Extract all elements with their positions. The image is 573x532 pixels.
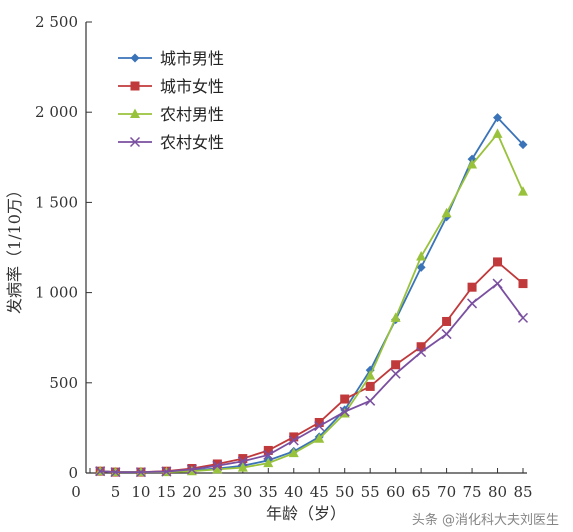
x-tick-label: 55 xyxy=(361,483,380,501)
data-point xyxy=(238,454,248,464)
data-point xyxy=(493,257,503,267)
data-point xyxy=(288,447,299,458)
legend-item: 城市女性 xyxy=(118,77,224,96)
watermark: 头条 @消化科大夫刘医生 xyxy=(411,513,559,528)
data-point xyxy=(135,467,146,478)
data-point xyxy=(518,186,528,196)
data-point xyxy=(492,128,503,138)
legend-label: 农村女性 xyxy=(160,133,224,152)
x-tick-label: 80 xyxy=(488,483,507,501)
x-tick-label: 10 xyxy=(131,483,150,501)
legend-label: 农村男性 xyxy=(160,105,224,124)
data-point xyxy=(390,368,401,379)
data-point xyxy=(416,342,426,352)
legend-item: 农村男性 xyxy=(118,105,224,124)
data-point xyxy=(314,417,324,427)
data-point xyxy=(130,53,140,63)
legend-item: 城市男性 xyxy=(118,49,224,68)
data-point xyxy=(390,312,401,322)
x-tick-label: 5 xyxy=(111,483,121,501)
data-point xyxy=(161,466,172,477)
data-point xyxy=(288,435,299,446)
x-axis-ticks: 0 5 10 15 20 25 30 35 40 45 50 55 60 65 70 75 80 85 xyxy=(71,468,533,501)
data-point xyxy=(517,312,529,323)
x-tick-label: 40 xyxy=(284,483,303,501)
data-point xyxy=(518,279,528,289)
y-tick-label: 2 000 xyxy=(35,103,78,121)
data-point xyxy=(416,347,427,358)
data-point xyxy=(289,432,299,442)
x-tick-label: 35 xyxy=(259,483,278,501)
data-point xyxy=(237,456,248,467)
data-point xyxy=(467,298,478,309)
series-3 xyxy=(95,128,528,477)
x-tick-label: 50 xyxy=(335,483,354,501)
data-point xyxy=(129,136,141,148)
y-axis-title: 发病率（1/10万） xyxy=(5,182,24,314)
axes xyxy=(85,22,527,474)
data-point xyxy=(340,394,350,404)
x-tick-label: 75 xyxy=(463,483,482,501)
data-point xyxy=(263,457,274,468)
data-point xyxy=(130,108,140,118)
data-point xyxy=(441,329,452,340)
data-point xyxy=(492,278,503,289)
x-tick-label: 65 xyxy=(412,483,431,501)
y-tick-label: 1 000 xyxy=(35,284,78,302)
data-point xyxy=(339,406,350,417)
data-point xyxy=(416,251,427,261)
y-tick-label: 1 500 xyxy=(35,193,78,211)
data-point xyxy=(416,262,426,272)
x-tick-label: 25 xyxy=(208,483,227,501)
x-tick-label: 45 xyxy=(310,483,329,501)
x-axis-title: 年龄（岁） xyxy=(266,504,346,523)
y-axis-ticks: 0 500 1 000 1 500 2 000 2 500 xyxy=(35,13,92,482)
x-tick-label: 85 xyxy=(513,483,532,501)
data-point xyxy=(365,395,376,406)
y-tick-label: 0 xyxy=(68,464,78,482)
data-point xyxy=(314,421,325,432)
series-line xyxy=(100,116,524,473)
data-point xyxy=(365,381,375,391)
data-point xyxy=(237,462,248,472)
data-point xyxy=(391,360,401,370)
legend-label: 城市男性 xyxy=(160,49,224,68)
x-tick-label: 70 xyxy=(437,483,456,501)
data-point xyxy=(263,445,273,455)
data-point xyxy=(212,463,223,474)
series-4 xyxy=(95,278,529,478)
data-point xyxy=(467,282,477,292)
data-point xyxy=(110,467,121,478)
x-tick-label: 0 xyxy=(71,483,81,501)
data-point xyxy=(442,316,452,326)
y-tick-label: 2 500 xyxy=(35,13,78,31)
data-point xyxy=(493,113,503,123)
data-point xyxy=(314,433,325,443)
series-layer xyxy=(95,113,529,478)
legend-label: 城市女性 xyxy=(160,77,224,96)
data-point xyxy=(95,466,106,477)
x-tick-label: 20 xyxy=(182,483,201,501)
data-point xyxy=(365,370,376,380)
data-point xyxy=(467,159,478,169)
data-point xyxy=(263,449,274,460)
data-point xyxy=(441,207,452,218)
series-1 xyxy=(95,113,528,477)
y-tick-label: 500 xyxy=(49,374,78,392)
data-point xyxy=(186,464,197,475)
x-tick-label: 60 xyxy=(386,483,405,501)
x-tick-label: 15 xyxy=(157,483,176,501)
data-point xyxy=(130,81,140,91)
data-point xyxy=(212,460,223,471)
series-line xyxy=(100,282,524,473)
legend-item: 农村女性 xyxy=(118,133,224,152)
x-tick-label: 30 xyxy=(233,483,252,501)
data-point xyxy=(518,140,528,150)
